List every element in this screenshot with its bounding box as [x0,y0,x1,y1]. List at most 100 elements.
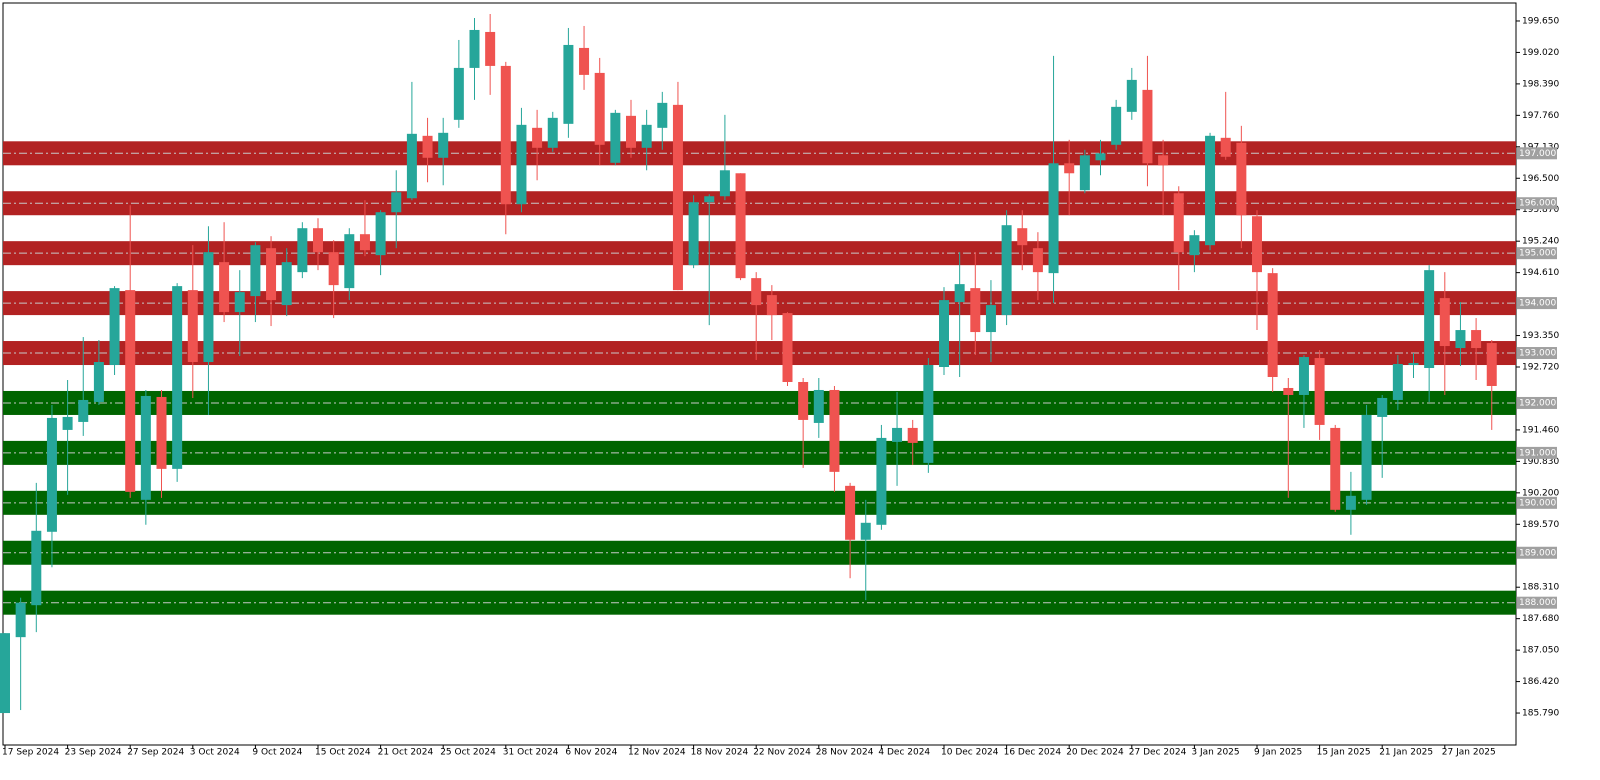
candle-body [1158,155,1169,166]
y-tick-label: 199.020 [1522,48,1559,58]
candle-body [923,365,934,463]
y-tick-label: 189.570 [1522,520,1559,530]
candle-body [1377,397,1388,417]
candle-body [500,65,511,205]
candle-body [1079,155,1090,191]
level-label-box [1517,247,1557,260]
candle-body [234,292,245,313]
candle-body [579,47,590,75]
x-tick-label: 10 Dec 2024 [941,748,999,758]
level-label: 196.000 [1519,199,1556,209]
candle-body [1392,364,1403,400]
x-tick-label: 12 Nov 2024 [628,748,686,758]
level-label: 189.000 [1519,548,1556,558]
candle-body [1142,89,1153,164]
x-tick-label: 6 Nov 2024 [565,748,617,758]
level-label-box [1517,446,1557,459]
candle-body [453,67,464,120]
candle-body [954,284,965,303]
x-tick-label: 9 Oct 2024 [252,748,302,758]
candle-body [626,115,636,148]
candle-body [15,602,26,638]
candle-body [532,127,543,148]
candle-body [516,124,527,205]
candle-body [469,29,480,68]
candle-body [751,278,762,306]
candle-body [1001,225,1012,316]
candle-body [719,170,730,197]
candle-body [1298,357,1309,395]
candle-body [610,112,621,163]
candle-body [422,135,433,158]
y-tick-label: 197.760 [1522,111,1559,121]
candle-body [406,133,417,199]
candle-body [172,286,183,469]
candle-body [970,288,981,333]
candle-body [1064,163,1075,174]
candle-body [1439,298,1450,347]
y-tick-label: 187.680 [1522,614,1559,624]
candle-body [1017,228,1028,246]
candle-body [547,117,558,148]
y-tick-label: 186.420 [1522,677,1559,687]
y-tick-label: 194.610 [1522,268,1559,278]
x-tick-label: 21 Oct 2024 [378,748,434,758]
candle-body [735,173,746,279]
x-tick-label: 31 Oct 2024 [503,748,559,758]
level-label: 194.000 [1519,299,1556,309]
candle-body [1032,248,1043,273]
candle-body [1252,216,1262,273]
candle-body [1314,358,1325,425]
level-label-box [1517,197,1557,210]
candle-body [1330,427,1341,510]
candle-body [985,305,996,333]
y-tick-label: 190.200 [1522,488,1559,498]
candle-body [1220,137,1231,157]
level-label: 193.000 [1519,349,1556,359]
candle-body [31,530,42,606]
candle-body [782,313,793,382]
candle-body [313,228,323,253]
candle-body [1361,414,1372,500]
candle-body [704,196,715,203]
x-tick-label: 27 Dec 2024 [1129,748,1187,758]
level-label-box [1517,496,1557,509]
x-tick-label: 27 Sep 2024 [127,748,184,758]
candle-body [78,399,89,422]
candle-body [1345,495,1356,510]
candle-body [109,288,120,366]
candle-body [860,522,871,540]
candle-body [344,234,355,289]
candle-body [1111,106,1122,145]
x-tick-label: 21 Jan 2025 [1379,748,1433,758]
level-label: 192.000 [1519,398,1556,408]
level-label-box [1517,596,1557,609]
candle-body [156,396,167,469]
candle-body [62,416,73,430]
candle-body [939,300,949,368]
candle-body [266,248,277,301]
candle-body [125,290,136,492]
level-label-box [1517,147,1557,160]
y-tick-label: 192.720 [1522,363,1559,373]
y-tick-label: 188.310 [1522,583,1559,593]
x-tick-label: 15 Jan 2025 [1317,748,1371,758]
candle-body [485,31,496,66]
candle-body [1408,363,1419,366]
candle-body [1048,163,1059,274]
candle-body [813,389,824,423]
candle-body [892,427,903,442]
candle-body [641,124,652,148]
x-tick-label: 15 Oct 2024 [315,748,371,758]
x-tick-label: 9 Jan 2025 [1254,748,1302,758]
level-label-box [1517,297,1557,310]
candle-body [250,245,261,297]
plot-frame [2,2,1517,746]
candle-body [563,44,574,124]
candle-body [1173,193,1184,253]
candle-body [1283,387,1294,395]
candle-body [1126,79,1137,112]
y-tick-label: 198.390 [1522,79,1559,89]
candle-body [1471,330,1482,349]
